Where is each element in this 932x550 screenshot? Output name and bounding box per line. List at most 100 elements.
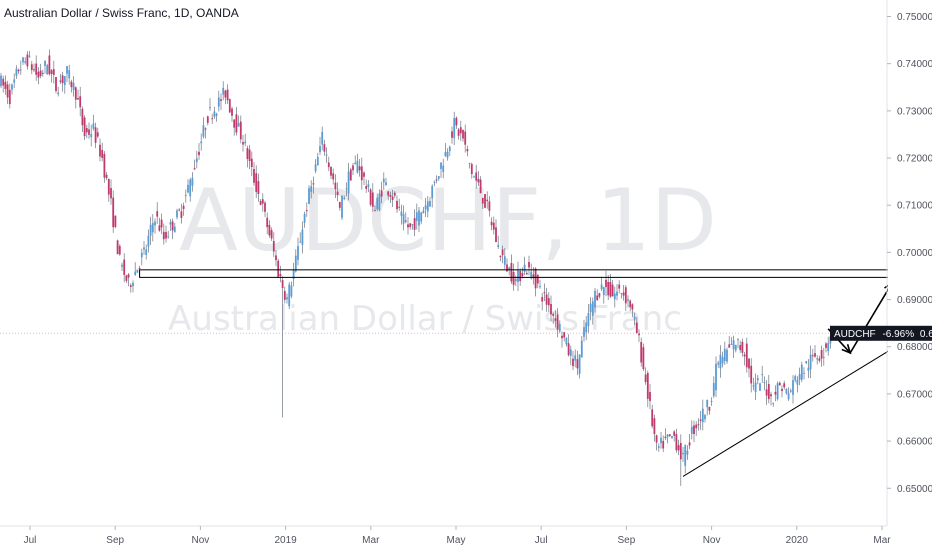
- time-tick-label: Jul: [535, 535, 548, 546]
- candle-body: [2, 78, 5, 86]
- candle-body: [178, 209, 181, 211]
- time-tick-label: Nov: [703, 535, 721, 546]
- price-tick-label: 0.65000: [897, 484, 932, 495]
- candle-body: [534, 268, 537, 289]
- candle-body: [374, 210, 376, 212]
- candle-body: [664, 436, 667, 439]
- candle-body: [134, 271, 137, 276]
- candle-body: [143, 247, 145, 250]
- candle-body: [666, 434, 669, 437]
- candle-body: [39, 70, 42, 77]
- candle-body: [717, 362, 720, 365]
- price-tick-label: 0.72000: [897, 154, 932, 165]
- candle-body: [444, 152, 447, 157]
- candle-body: [726, 349, 728, 362]
- candle-body: [807, 367, 810, 371]
- candle-body: [147, 235, 150, 247]
- candle-body: [125, 275, 128, 281]
- candle-body: [739, 345, 742, 351]
- candle-body: [783, 383, 786, 388]
- candle-body: [114, 215, 117, 227]
- candle-body: [761, 374, 764, 376]
- candle-body: [123, 259, 126, 275]
- candle-body: [492, 222, 495, 230]
- candle-body: [627, 299, 629, 302]
- candle-body: [723, 348, 726, 362]
- candle-body: [629, 300, 632, 308]
- time-tick-label: Jul: [24, 535, 37, 546]
- candle-body: [77, 98, 79, 100]
- candle-body: [204, 128, 207, 130]
- candle-body: [598, 293, 601, 297]
- candle-body: [519, 270, 522, 282]
- candle-body: [798, 374, 801, 380]
- candle-body: [44, 60, 46, 66]
- candle-body: [446, 151, 449, 158]
- candle-body: [332, 173, 335, 180]
- candle-body: [365, 186, 368, 189]
- candle-body: [264, 202, 266, 212]
- candle-body: [244, 141, 247, 144]
- candle-body: [151, 223, 154, 233]
- candle-body: [451, 131, 453, 138]
- candle-body: [435, 179, 438, 181]
- candle-body: [825, 343, 827, 348]
- time-tick-label: Nov: [192, 535, 210, 546]
- candle-body: [638, 333, 640, 336]
- last-price-badge: [830, 325, 932, 341]
- candle-body: [321, 131, 324, 145]
- candle-body: [591, 301, 594, 316]
- svg-text:AUDCHF -6.96% 0.68: AUDCHF -6.96% 0.68285: [834, 329, 932, 340]
- candle-body: [609, 282, 612, 297]
- time-axis[interactable]: Jul Sep Nov 2019 Mar May Jul Sep Nov 2020 Mar: [24, 526, 892, 546]
- candle-body: [464, 131, 467, 145]
- candle-body: [455, 117, 458, 126]
- candle-body: [820, 349, 823, 359]
- candle-body: [41, 72, 44, 74]
- candle-body: [239, 121, 242, 140]
- time-tick-label: Sep: [106, 535, 124, 546]
- candle-body: [611, 284, 614, 297]
- candle-body: [275, 255, 277, 261]
- candle-body: [46, 65, 49, 75]
- candle-body: [512, 271, 515, 285]
- candle-body: [754, 382, 757, 393]
- candle-body: [677, 445, 680, 451]
- candle-body: [107, 178, 110, 195]
- candle-body: [550, 303, 552, 315]
- candle-body: [572, 358, 574, 367]
- candle-body: [657, 446, 660, 448]
- candle-body: [708, 406, 711, 411]
- candle-body: [191, 177, 194, 186]
- candle-body: [173, 226, 176, 233]
- candle-body: [303, 213, 306, 223]
- candle-body: [48, 55, 51, 75]
- candle-body: [563, 332, 566, 338]
- candle-body: [213, 111, 216, 117]
- candle-body: [651, 409, 654, 427]
- candle-body: [721, 357, 724, 364]
- candle-body: [167, 236, 170, 238]
- price-tick-label: 0.75000: [897, 12, 932, 23]
- price-tick-label: 0.70000: [897, 248, 932, 259]
- candle-body: [30, 64, 33, 71]
- candle-body: [730, 343, 733, 345]
- candle-body: [734, 344, 737, 351]
- candle-body: [66, 66, 68, 74]
- candle-body: [448, 146, 451, 152]
- candle-body: [169, 222, 172, 225]
- candle-body: [583, 327, 585, 337]
- candle-body: [569, 349, 572, 356]
- candle-body: [327, 162, 330, 168]
- price-axis[interactable]: 0.75000 0.74000 0.73000 0.72000 0.71000 0.700…: [887, 12, 932, 495]
- candle-body: [822, 356, 825, 358]
- candle-body: [22, 57, 24, 63]
- candle-body: [378, 193, 381, 211]
- candle-body: [743, 354, 746, 357]
- candle-body: [57, 92, 60, 95]
- candle-body: [796, 379, 799, 385]
- candle-body: [536, 275, 539, 284]
- candle-body: [182, 205, 185, 209]
- candle-body: [33, 69, 35, 71]
